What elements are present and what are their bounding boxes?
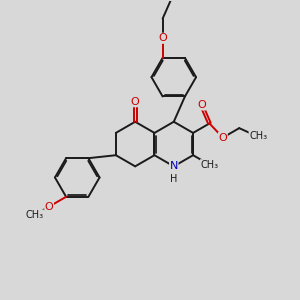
- Text: O: O: [131, 97, 140, 107]
- Text: O: O: [218, 133, 227, 142]
- Text: CH₃: CH₃: [200, 160, 219, 170]
- Text: CH₃: CH₃: [249, 131, 267, 141]
- Text: O: O: [45, 202, 53, 212]
- Text: CH₃: CH₃: [26, 210, 44, 220]
- Text: N: N: [169, 161, 178, 171]
- Text: O: O: [158, 33, 167, 43]
- Text: O: O: [197, 100, 206, 110]
- Text: H: H: [170, 174, 178, 184]
